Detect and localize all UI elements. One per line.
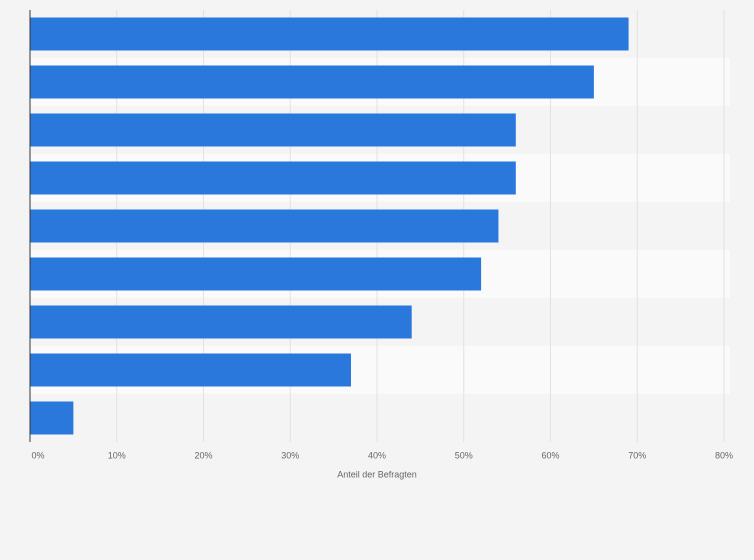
bar xyxy=(30,209,499,243)
bar xyxy=(30,17,629,51)
x-tick-label: 70% xyxy=(628,450,646,460)
x-axis-label: Anteil der Befragten xyxy=(337,469,417,479)
x-tick-label: 50% xyxy=(455,450,473,460)
x-tick-label: 20% xyxy=(194,450,212,460)
bar xyxy=(30,113,516,147)
bar xyxy=(30,353,351,387)
bar xyxy=(30,65,594,99)
bar xyxy=(30,401,74,435)
row-band xyxy=(30,394,730,442)
x-tick-label: 60% xyxy=(541,450,559,460)
x-tick-label: 10% xyxy=(108,450,126,460)
x-tick-label: 80% xyxy=(715,450,733,460)
x-tick-label: 40% xyxy=(368,450,386,460)
bar xyxy=(30,161,516,195)
x-tick-label: 30% xyxy=(281,450,299,460)
bar xyxy=(30,257,482,291)
bar xyxy=(30,305,412,339)
x-tick-label: 0% xyxy=(31,450,44,460)
